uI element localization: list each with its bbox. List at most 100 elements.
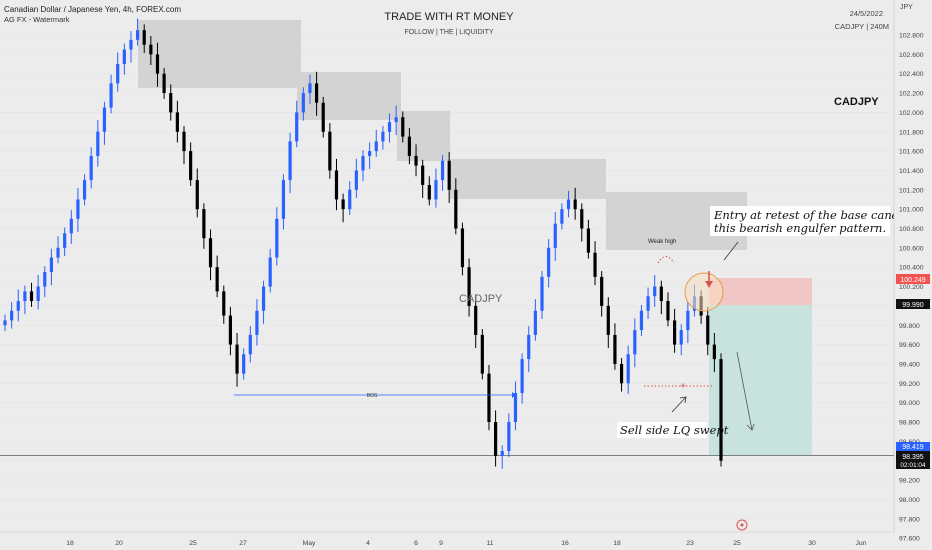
- target-arrowhead: [746, 423, 755, 431]
- bearish-candle: [672, 320, 677, 345]
- bearish-candle: [606, 305, 610, 335]
- bullish-candle: [533, 310, 537, 335]
- lq-note-box: [617, 422, 707, 438]
- bullish-candle: [63, 233, 67, 248]
- price-tick-label: 99.000: [899, 400, 920, 407]
- bearish-candle: [427, 184, 431, 200]
- bearish-candle: [314, 83, 319, 103]
- price-tick-label: 101.600: [899, 149, 924, 156]
- lq-note-arrowhead: [679, 396, 687, 404]
- bullish-candle: [560, 209, 564, 224]
- bearish-candle: [182, 131, 186, 152]
- bullish-candle: [566, 199, 571, 210]
- entry-note-line-2: this bearish engulfer pattern.: [714, 221, 886, 235]
- supply-zone-4: [450, 159, 606, 199]
- price-tick-label: 97.600: [899, 536, 920, 543]
- bearish-candle: [195, 180, 199, 210]
- bullish-candle: [381, 131, 385, 142]
- time-axis[interactable]: [0, 532, 894, 550]
- bullish-candle: [639, 310, 644, 331]
- bearish-candle: [407, 136, 412, 156]
- bearish-candle: [321, 102, 325, 132]
- pair-label-mid: CADJPY: [459, 293, 503, 305]
- bullish-candle: [255, 310, 259, 335]
- header-ticker: CADJPY | 240M: [835, 22, 889, 31]
- bearish-candle: [29, 291, 34, 302]
- bullish-candle: [520, 359, 524, 393]
- bullish-candle: [348, 189, 352, 210]
- supply-zone-3: [397, 111, 450, 161]
- price-tick-label: 100.600: [899, 245, 924, 252]
- bullish-candle: [36, 286, 40, 302]
- bearish-candle: [706, 315, 710, 345]
- bearish-candle: [659, 286, 663, 302]
- target-zone: [709, 305, 812, 455]
- supply-zone-2: [297, 72, 401, 120]
- bullish-candle: [513, 392, 518, 422]
- bullish-candle: [248, 334, 252, 355]
- bearish-candle: [341, 199, 345, 210]
- bearish-candle: [228, 315, 233, 345]
- bearish-candle: [189, 151, 193, 181]
- bullish-candle: [96, 131, 100, 156]
- time-tick-label: 18: [613, 540, 621, 547]
- bullish-candle: [308, 83, 312, 94]
- entry-arrow-head: [705, 281, 713, 288]
- bullish-candle: [295, 112, 299, 142]
- bullish-candle: [547, 247, 551, 277]
- bullish-candle: [109, 83, 113, 108]
- bullish-candle: [500, 451, 504, 456]
- entry-circle: [684, 272, 724, 312]
- pair-label-right: CADJPY: [834, 96, 879, 108]
- time-tick-label: 20: [115, 540, 123, 547]
- bullish-candle: [374, 141, 378, 152]
- time-tick-label: Jun: [856, 540, 867, 547]
- time-ticks: 18 20 25 27 May 4 6 9 11 16 18 23 25 30 Jun: [66, 540, 866, 547]
- bullish-candle: [49, 257, 54, 273]
- center-subtitle: FOLLOW | THE | LIQUIDITY: [404, 29, 493, 36]
- bos-label: BOS: [367, 393, 378, 399]
- candles: [3, 18, 723, 469]
- bullish-candle: [268, 257, 272, 287]
- supply-zones: [138, 20, 747, 250]
- target-badge: [896, 442, 930, 451]
- stop-zone: [709, 278, 812, 305]
- bullish-candle: [16, 301, 20, 311]
- bullish-candle: [686, 310, 690, 331]
- bearish-candle: [467, 267, 471, 306]
- price-tick-label: 99.800: [899, 323, 920, 330]
- price-tick-label: 102.000: [899, 110, 924, 117]
- bearish-candle: [447, 160, 451, 190]
- price-tick-label: 98.800: [899, 420, 920, 427]
- entry-note-box: [710, 206, 890, 236]
- bearish-candle: [493, 422, 498, 456]
- bearish-candle: [215, 267, 219, 292]
- time-tick-label: 27: [239, 540, 247, 547]
- bullish-candle: [3, 320, 7, 326]
- bearish-candle: [235, 344, 239, 374]
- target-badge-text: 98.419: [902, 444, 924, 451]
- bearish-candle: [401, 117, 405, 137]
- bullish-candle: [368, 151, 372, 156]
- bullish-candle: [301, 93, 305, 113]
- price-tick-label: 101.400: [899, 168, 924, 175]
- price-tick-label: 100.200: [899, 284, 924, 291]
- bearish-candle: [142, 30, 146, 45]
- bullish-candle: [82, 180, 87, 200]
- bearish-candle: [580, 209, 584, 229]
- bullish-candle: [387, 122, 392, 132]
- stop-badge-text: 100.249: [900, 277, 925, 284]
- bullish-candle: [281, 180, 286, 219]
- bearish-candle: [414, 155, 418, 166]
- event-marker[interactable]: [736, 519, 748, 531]
- bearish-candle: [712, 344, 716, 360]
- price-tick-label: 102.200: [899, 91, 924, 98]
- price-tick-label: 98.200: [899, 478, 920, 485]
- bullish-candle: [434, 180, 438, 200]
- bearish-candle: [600, 276, 604, 306]
- price-tick-label: 102.600: [899, 52, 924, 59]
- bearish-candle: [169, 93, 173, 113]
- bullish-candle: [43, 272, 47, 287]
- weak-high-label: Weak high: [648, 239, 676, 245]
